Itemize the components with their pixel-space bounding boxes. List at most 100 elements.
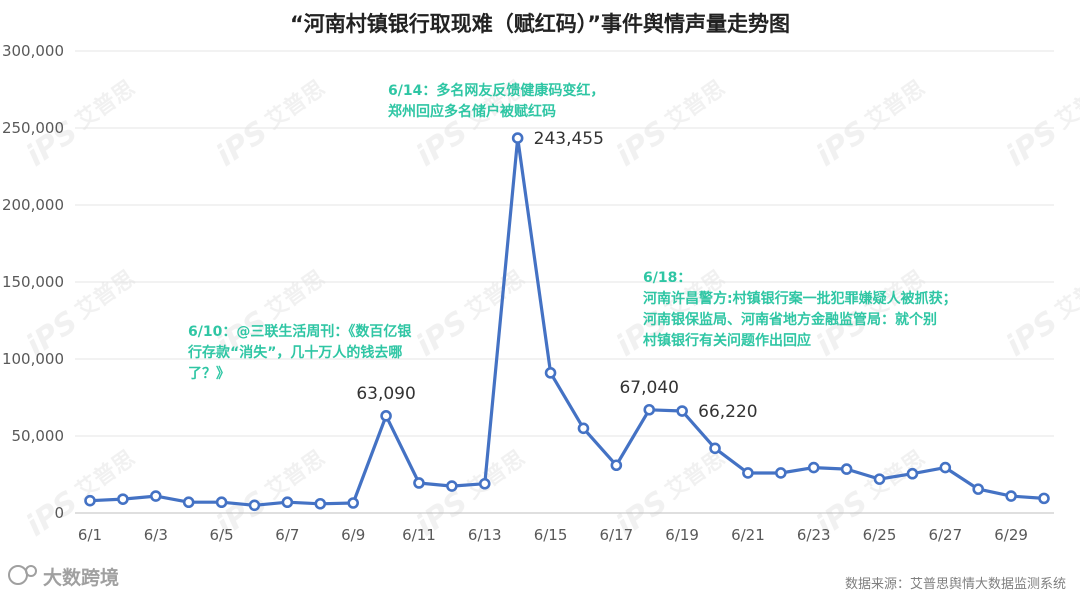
watermark-cn: 艾普思: [261, 75, 330, 134]
watermark-cn: 艾普思: [261, 445, 330, 504]
annotation-line: 郑州回应多名储户被赋红码: [388, 103, 556, 120]
data-point: [972, 483, 985, 495]
y-tick-label: 0: [54, 504, 64, 522]
x-tick-label: 6/19: [665, 526, 699, 544]
data-source: 数据来源：艾普思舆情大数据监测系统: [845, 577, 1066, 592]
watermark-brand: iPS: [410, 304, 474, 364]
watermark-cn: 艾普思: [1051, 265, 1080, 324]
watermark-cn: 艾普思: [461, 445, 530, 504]
watermark-cn: 艾普思: [661, 445, 730, 504]
logo-icon: [8, 565, 28, 585]
annotation-line: 6/14：多名网友反馈健康码变红，: [388, 82, 604, 99]
data-point: [709, 442, 721, 455]
data-point: [314, 497, 327, 510]
x-tick-label: 6/5: [210, 526, 234, 544]
watermark-brand: iPS: [610, 114, 674, 174]
data-point: [478, 477, 491, 490]
watermark-cn: 艾普思: [71, 265, 140, 324]
data-point: [117, 493, 129, 505]
data-labels: 63,090 243,455 67,040 66,220: [356, 129, 757, 422]
annotation-line: 6/18：: [643, 270, 691, 286]
annotation-line: 河南银保监局、河南省地方金融监管局：就个别: [643, 311, 937, 328]
data-label: 243,455: [534, 129, 604, 149]
annotation-6-14: 6/14：多名网友反馈健康码变红， 郑州回应多名储户被赋红码: [388, 82, 604, 120]
data-point: [215, 496, 228, 509]
y-tick-label: 50,000: [12, 427, 65, 445]
y-tick-label: 150,000: [2, 273, 64, 291]
gridlines: [75, 50, 1054, 437]
x-axis-ticks: 6/1 6/3 6/5 6/7 6/9 6/11 6/13 6/15 6/17 6/19 6/21 6…: [78, 526, 1028, 544]
data-point: [347, 497, 359, 509]
watermark-cn: 艾普思: [461, 265, 530, 324]
data-point: [84, 494, 96, 507]
data-point: [1005, 490, 1017, 502]
x-tick-label: 6/7: [275, 526, 299, 544]
x-tick-label: 6/17: [600, 526, 634, 544]
x-tick-label: 6/25: [863, 526, 897, 544]
x-tick-label: 6/21: [731, 526, 765, 544]
data-point: [511, 132, 524, 144]
annotation-line: 河南许昌警方:村镇银行案一批犯罪嫌疑人被抓获；: [643, 290, 957, 307]
data-label: 67,040: [619, 378, 678, 398]
chart-title: “河南村镇银行取现难（赋红码）”事件舆情声量走势图: [290, 12, 790, 36]
y-tick-label: 200,000: [2, 196, 64, 214]
watermark-brand: iPS: [20, 484, 84, 544]
data-point: [676, 405, 688, 417]
watermark-cn: 艾普思: [1051, 75, 1080, 134]
watermark-brand: iPS: [410, 114, 474, 174]
x-tick-label: 6/15: [534, 526, 568, 544]
data-point: [873, 473, 886, 485]
data-point: [380, 410, 392, 422]
data-point: [643, 403, 656, 416]
data-point: [742, 467, 754, 479]
footer-logo: 大数跨境: [8, 565, 119, 589]
y-tick-label: 250,000: [2, 119, 64, 137]
y-tick-label: 300,000: [2, 42, 64, 60]
data-point: [248, 499, 261, 512]
y-axis-ticks: 0 50,000 100,000 150,000 200,000 250,000 300,0…: [2, 42, 64, 522]
data-point: [149, 490, 162, 502]
data-point: [906, 467, 919, 480]
y-tick-label: 100,000: [2, 350, 64, 368]
annotation-line: 了？》: [188, 366, 230, 382]
data-point: [939, 461, 952, 474]
watermark-cn: 艾普思: [71, 445, 140, 504]
logo-text: 大数跨境: [43, 566, 119, 589]
data-label: 66,220: [698, 402, 757, 422]
x-tick-label: 6/9: [341, 526, 365, 544]
annotations: 6/10：@三联生活周刊：《数百亿银行存款“消失”，几十万人的钱去哪了？》6/1…: [187, 82, 957, 382]
watermark-cn: 艾普思: [861, 445, 930, 504]
annotation-line: 行存款“消失”，几十万人的钱去哪: [187, 344, 402, 361]
watermark-brand: iPS: [1000, 114, 1064, 174]
series-layer: [84, 132, 1050, 512]
watermark-cn: 艾普思: [661, 75, 730, 134]
data-point: [775, 467, 787, 479]
data-point: [446, 480, 458, 492]
data-point: [807, 461, 820, 474]
watermark-brand: iPS: [810, 114, 874, 174]
data-point: [840, 463, 853, 475]
annotation-line: 6/10：@三联生活周刊：《数百亿银: [188, 323, 412, 340]
x-tick-label: 6/29: [994, 526, 1028, 544]
watermark-cn: 艾普思: [861, 75, 930, 134]
watermark-brand: iPS: [210, 114, 274, 174]
data-label: 63,090: [356, 384, 415, 404]
x-tick-label: 6/1: [78, 526, 102, 544]
watermark-brand: iPS: [1000, 304, 1064, 364]
x-tick-label: 6/23: [797, 526, 831, 544]
annotation-6-18: 6/18： 河南许昌警方:村镇银行案一批犯罪嫌疑人被抓获； 河南银保监局、河南省地方…: [643, 270, 957, 349]
watermark-cn: 艾普思: [261, 265, 330, 324]
x-tick-label: 6/27: [928, 526, 962, 544]
data-point: [182, 496, 195, 509]
x-tick-label: 6/13: [468, 526, 502, 544]
data-point: [413, 477, 425, 489]
data-point: [281, 496, 294, 509]
x-tick-label: 6/11: [402, 526, 436, 544]
